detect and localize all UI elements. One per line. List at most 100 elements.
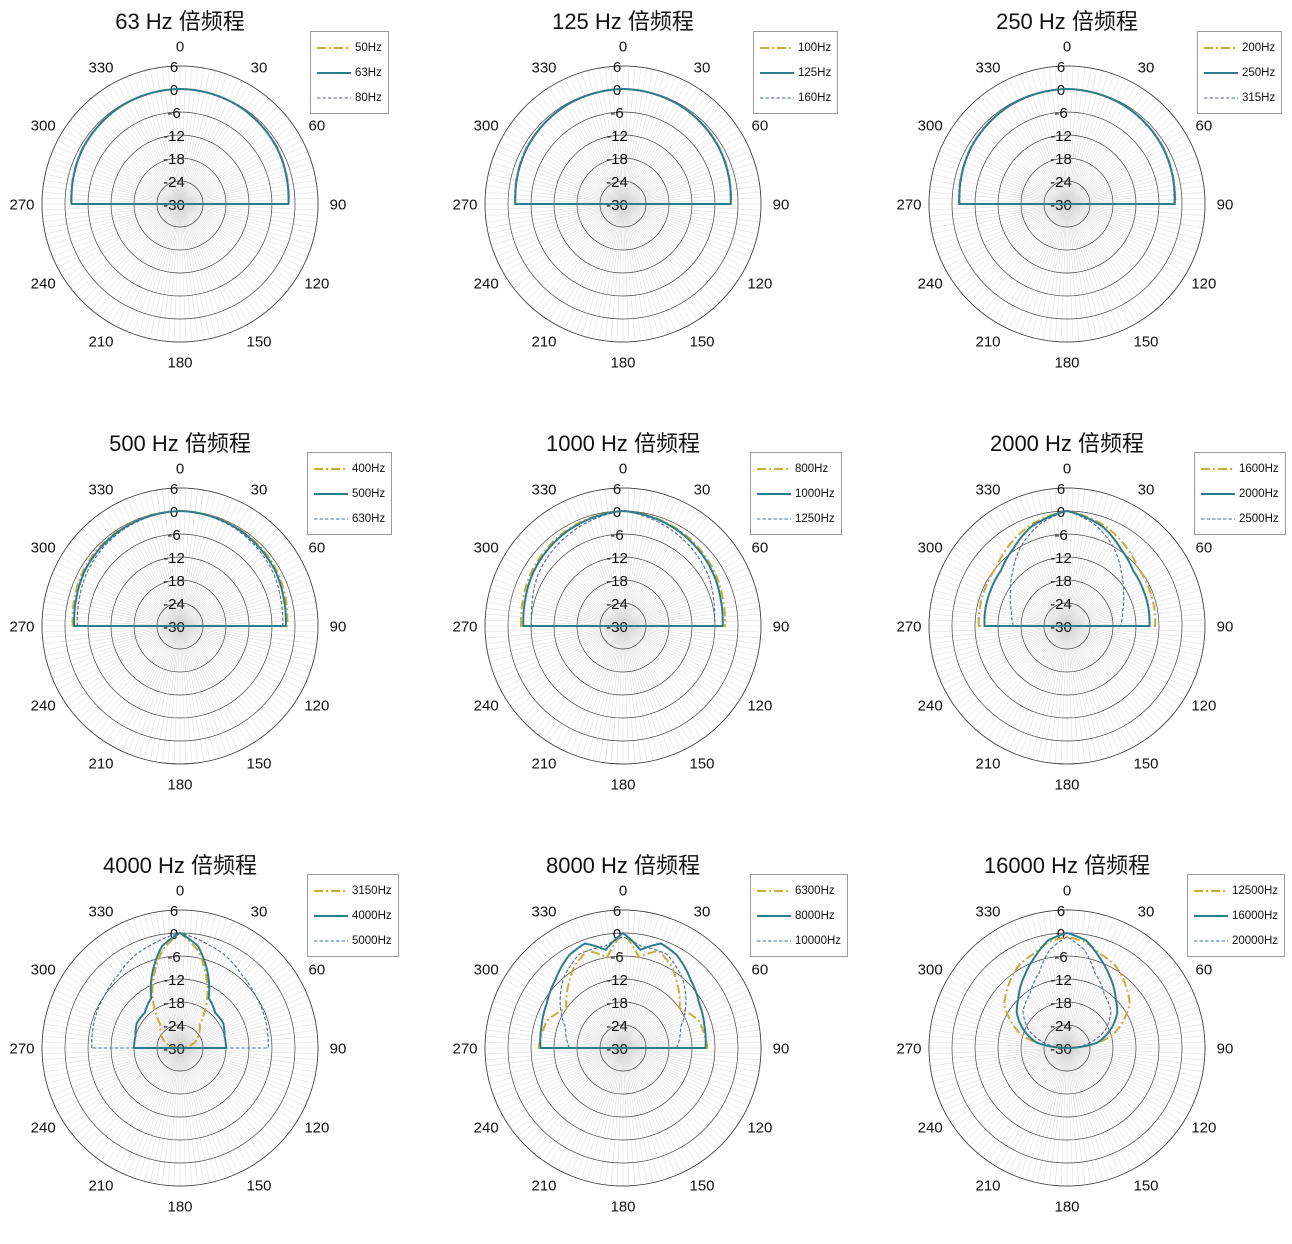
chart-panel-250hz: 250 Hz 倍频程 6 0 -6 -12 -18 -24 -30 0 30 60 90 120 150… [887, 0, 1292, 400]
legend-label: 20000Hz [1232, 934, 1279, 947]
theta-tick-label: 300 [474, 118, 499, 135]
legend-label: 100Hz [798, 41, 832, 54]
legend-swatch [757, 889, 791, 892]
chart-title: 8000 Hz 倍频程 [545, 853, 701, 878]
r-tick-label: 6 [170, 903, 178, 920]
theta-tick-label: 90 [773, 619, 790, 636]
series-line-16000hz [1015, 932, 1119, 1049]
legend-swatch [757, 914, 791, 917]
theta-tick-label: 240 [31, 276, 56, 293]
legend-label: 5000Hz [352, 934, 392, 947]
r-ring [484, 487, 762, 765]
legend-item: 200Hz [1202, 35, 1275, 60]
legend-swatch [1194, 939, 1228, 942]
r-ring [41, 65, 319, 343]
r-ring [928, 487, 1206, 765]
polar-chart-grid: 63 Hz 倍频程 6 0 -6 -12 -18 -24 -30 0 30 60 90 120 150 1… [9, 0, 1292, 1216]
theta-tick-label: 150 [246, 755, 271, 772]
theta-tick-label: 120 [1191, 698, 1216, 715]
legend-label: 160Hz [798, 91, 832, 104]
r-tick-label: 6 [1057, 903, 1065, 920]
chart-title: 500 Hz 倍频程 [109, 431, 251, 456]
theta-tick-label: 180 [167, 1199, 192, 1216]
r-tick-label: 6 [170, 59, 178, 76]
theta-tick-label: 30 [251, 904, 268, 921]
legend-label: 63Hz [355, 66, 382, 79]
theta-tick-label: 0 [176, 461, 184, 478]
theta-tick-label: 240 [31, 698, 56, 715]
theta-tick-label: 180 [610, 777, 635, 794]
legend: 800Hz 1000Hz 1250Hz [750, 452, 842, 535]
r-ring [974, 533, 1160, 719]
theta-tick-label: 60 [1195, 962, 1212, 979]
r-tick-label: -30 [1050, 1041, 1072, 1058]
legend-item: 1000Hz [755, 481, 835, 506]
theta-tick-label: 270 [9, 619, 34, 636]
theta-tick-label: 0 [619, 461, 627, 478]
legend-label: 12500Hz [1232, 884, 1279, 897]
r-ring [997, 978, 1137, 1118]
chart-title: 63 Hz 倍频程 [115, 9, 245, 34]
chart-title: 4000 Hz 倍频程 [102, 853, 258, 878]
series-line-63hz [70, 88, 290, 205]
theta-tick-label: 150 [1133, 333, 1158, 350]
theta-tick-label: 30 [1138, 904, 1155, 921]
series-line-20000hz [1022, 936, 1112, 1049]
legend-swatch [317, 46, 351, 49]
legend-label: 125Hz [798, 66, 832, 79]
chart-title: 2000 Hz 倍频程 [989, 431, 1145, 456]
legend: 400Hz 500Hz 630Hz [307, 452, 393, 535]
theta-tick-label: 210 [975, 333, 1000, 350]
chart-panel-125hz: 125 Hz 倍频程 6 0 -6 -12 -18 -24 -30 0 30 60 90 120 150… [443, 0, 873, 400]
theta-tick-label: 240 [31, 1120, 56, 1137]
theta-tick-label: 0 [1063, 39, 1071, 56]
theta-tick-label: 30 [1138, 482, 1155, 499]
theta-tick-label: 60 [308, 118, 325, 135]
legend-label: 250Hz [1242, 66, 1276, 79]
series-line-1000hz [522, 510, 724, 627]
legend-item: 63Hz [315, 60, 382, 85]
theta-tick-label: 270 [452, 1041, 477, 1058]
chart-panel-16000hz: 16000 Hz 倍频程 6 0 -6 -12 -18 -24 -30 0 30 60 90 120 1… [887, 844, 1292, 1244]
legend-item: 500Hz [312, 481, 385, 506]
r-ring [928, 909, 1206, 1187]
r-tick-label: -18 [1050, 573, 1072, 590]
r-tick-label: -12 [606, 550, 628, 567]
r-tick-label: -18 [1050, 995, 1072, 1012]
theta-tick-label: 180 [167, 777, 192, 794]
theta-tick-label: 90 [330, 619, 347, 636]
r-tick-label: -12 [606, 972, 628, 989]
r-tick-label: -24 [1050, 174, 1072, 191]
r-ring [484, 909, 762, 1187]
legend-label: 80Hz [355, 91, 382, 104]
r-tick-label: -18 [163, 573, 185, 590]
legend-label: 50Hz [355, 41, 382, 54]
r-ring [928, 65, 1206, 343]
r-tick-label: -12 [1050, 128, 1072, 145]
r-tick-label: -18 [606, 995, 628, 1012]
series-line-4000hz [133, 932, 227, 1049]
legend-swatch [1204, 46, 1238, 49]
theta-tick-label: 30 [251, 60, 268, 77]
r-tick-label: -24 [606, 596, 628, 613]
theta-tick-label: 0 [176, 883, 184, 900]
r-ring [484, 65, 762, 343]
theta-tick-label: 0 [176, 39, 184, 56]
series-line-1250hz [530, 510, 716, 627]
r-tick-label: -18 [163, 995, 185, 1012]
r-ring [974, 955, 1160, 1141]
theta-tick-label: 180 [1054, 777, 1079, 794]
theta-tick-label: 300 [918, 118, 943, 135]
polar-plot: 60-6-12-18-24-30030609012015018021024027… [896, 883, 1233, 1216]
legend-item: 20000Hz [1192, 928, 1278, 953]
theta-tick-label: 60 [1195, 540, 1212, 557]
chart-title: 16000 Hz 倍频程 [983, 853, 1151, 878]
r-tick-label: -6 [167, 527, 180, 544]
theta-tick-label: 270 [452, 197, 477, 214]
r-ring [530, 955, 716, 1141]
r-tick-label: 6 [1057, 481, 1065, 498]
theta-tick-label: 120 [304, 698, 329, 715]
r-tick-label: -18 [606, 151, 628, 168]
theta-tick-label: 270 [896, 619, 921, 636]
r-tick-label: 0 [1057, 82, 1065, 99]
